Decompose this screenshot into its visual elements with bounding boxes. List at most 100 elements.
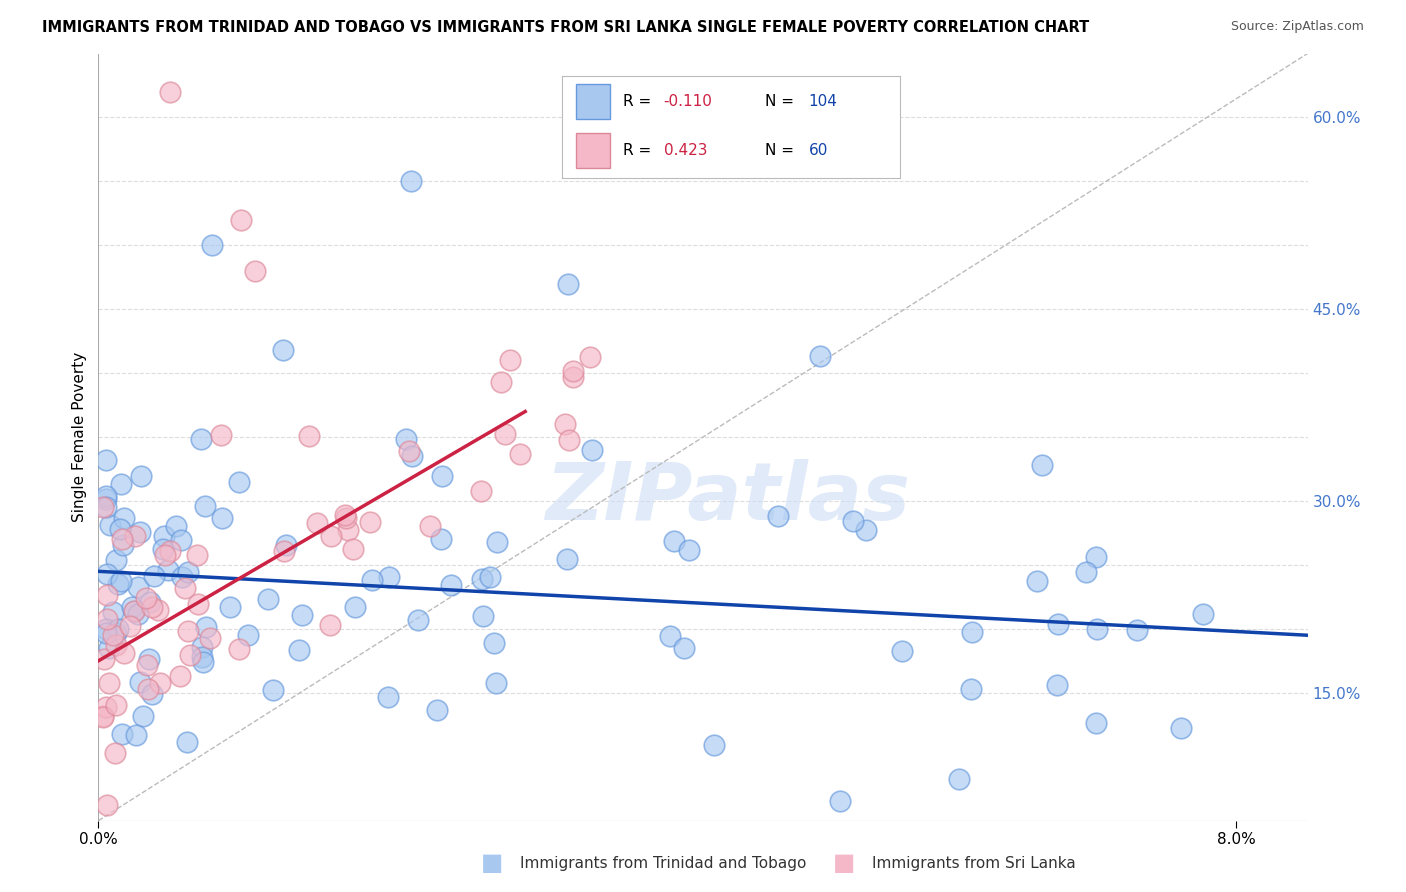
Point [169, 533, 191, 548]
Point [146, 603, 169, 617]
Point [121, 600, 143, 615]
Point [359, 515, 381, 529]
Point [96, 798, 118, 813]
Point [176, 734, 198, 748]
Point [104, 638, 127, 652]
Point [579, 350, 602, 364]
Point [112, 511, 135, 525]
Point [581, 443, 603, 458]
Point [471, 573, 494, 587]
Point [768, 509, 790, 524]
Point [94, 626, 117, 640]
Point [1046, 617, 1069, 632]
Point [962, 625, 984, 640]
Point [960, 681, 983, 696]
Point [486, 535, 509, 549]
Point [558, 433, 581, 447]
Text: IMMIGRANTS FROM TRINIDAD AND TOBAGO VS IMMIGRANTS FROM SRI LANKA SINGLE FEMALE P: IMMIGRANTS FROM TRINIDAD AND TOBAGO VS I… [42, 20, 1090, 35]
Point [335, 510, 357, 524]
Point [186, 548, 208, 562]
Point [360, 574, 382, 588]
Point [377, 690, 399, 705]
Point [153, 529, 176, 543]
Point [94, 622, 117, 636]
Text: ■: ■ [481, 852, 503, 875]
Point [678, 543, 700, 558]
Point [177, 624, 200, 639]
Point [842, 514, 865, 528]
Point [94, 700, 117, 714]
Point [305, 516, 328, 530]
Point [471, 608, 494, 623]
Point [1085, 716, 1108, 731]
Point [430, 469, 453, 483]
Point [153, 548, 176, 562]
Point [127, 607, 149, 621]
Point [426, 702, 449, 716]
Point [191, 640, 214, 655]
Point [494, 426, 516, 441]
Point [228, 475, 250, 489]
Point [104, 552, 127, 566]
Point [149, 675, 172, 690]
Point [138, 652, 160, 666]
Point [107, 577, 129, 591]
Point [94, 453, 117, 467]
Point [557, 277, 579, 291]
Point [159, 543, 181, 558]
Point [177, 565, 200, 579]
Point [194, 499, 217, 513]
Point [291, 607, 314, 622]
Point [98, 675, 121, 690]
Point [127, 580, 149, 594]
Point [561, 364, 583, 378]
Point [96, 567, 118, 582]
Point [1170, 721, 1192, 735]
Point [111, 533, 134, 547]
Point [136, 681, 159, 696]
Point [198, 631, 221, 645]
Point [132, 709, 155, 723]
Point [141, 599, 163, 614]
Point [419, 519, 441, 533]
Point [124, 529, 146, 543]
Point [276, 538, 298, 552]
Point [191, 649, 214, 664]
Point [948, 772, 970, 786]
Point [139, 595, 162, 609]
Point [262, 683, 284, 698]
Point [555, 552, 578, 566]
Point [122, 604, 145, 618]
Point [195, 620, 218, 634]
Point [91, 500, 114, 514]
Text: ZIPatlas: ZIPatlas [544, 459, 910, 538]
Point [128, 524, 150, 539]
Point [156, 563, 179, 577]
Point [271, 343, 294, 357]
Point [124, 604, 146, 618]
Point [94, 500, 117, 515]
Text: Immigrants from Sri Lanka: Immigrants from Sri Lanka [872, 856, 1076, 871]
Point [1025, 574, 1047, 588]
Point [1085, 622, 1108, 636]
Text: 0.423: 0.423 [664, 144, 707, 158]
Point [104, 698, 127, 712]
Point [489, 375, 512, 389]
Point [107, 622, 129, 636]
Point [1076, 565, 1098, 579]
Point [112, 538, 135, 552]
Point [104, 746, 127, 760]
Point [808, 349, 831, 363]
Text: Source: ZipAtlas.com: Source: ZipAtlas.com [1230, 20, 1364, 33]
Point [135, 591, 157, 605]
Point [430, 533, 453, 547]
Point [288, 642, 311, 657]
Text: N =: N = [765, 144, 799, 158]
Point [136, 658, 159, 673]
Point [101, 628, 124, 642]
Point [1192, 607, 1215, 621]
Point [257, 591, 280, 606]
Point [93, 651, 115, 665]
Point [343, 600, 366, 615]
Point [159, 85, 181, 99]
